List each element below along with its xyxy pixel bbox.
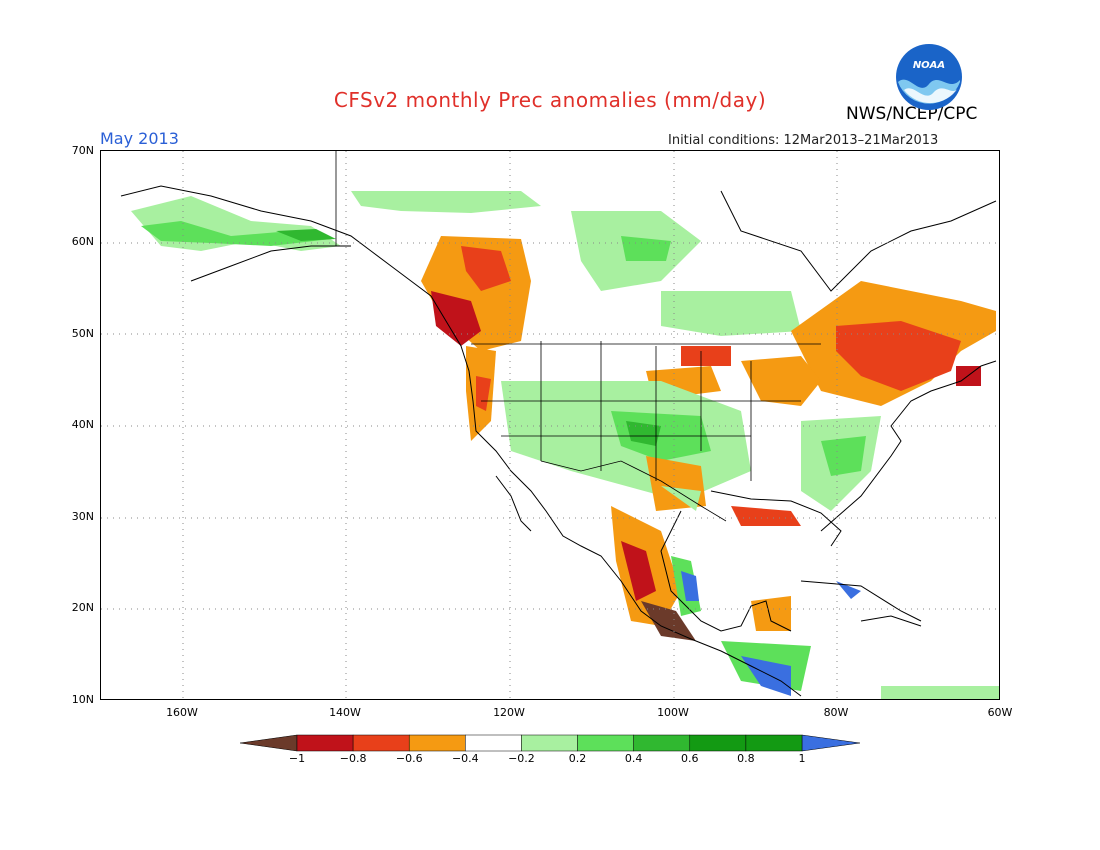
lat-label: 50N [71,327,94,340]
lat-label: 70N [71,144,94,157]
lon-label: 60W [987,706,1013,719]
northeast-dry [836,321,961,391]
colorbar-label: 0.6 [681,752,699,765]
colorbar-segment [465,734,522,752]
colorbar-segment [633,734,691,752]
colorbar-segment [352,734,410,752]
map-area [100,150,1000,700]
mexico-south-very-dry [641,601,696,641]
colorbar-label: 0.4 [624,752,643,765]
colorbar-label: 0.2 [568,752,587,765]
colorbar-segment [577,734,634,752]
colorbar [240,734,861,752]
lon-label: 80W [823,706,849,719]
map-svg [101,151,999,699]
colorbar-label: −1 [288,752,306,765]
agency-label: NWS/NCEP/CPC [846,104,978,124]
noaa-logo: NOAA [896,44,962,110]
lat-label: 10N [71,693,94,706]
coastlines [120,185,997,697]
forecast-month: May 2013 [100,129,179,148]
colorbar-segment [521,734,578,752]
colorbar-label: −0.6 [395,752,423,765]
northern-canada-wet [351,191,541,213]
lon-label: 160W [166,706,198,719]
lat-label: 20N [71,601,94,614]
lon-label: 100W [657,706,689,719]
colorbar-left-arrow [240,734,298,752]
colorbar-label: −0.2 [508,752,535,765]
colorbar-right-arrow [801,734,861,752]
colorbar-label: −0.8 [339,752,367,765]
colorbar-segment [689,734,747,752]
pacific-northwest-dry [431,291,481,346]
noaa-logo-text: NOAA [913,60,945,71]
colorbar-segment [296,734,354,752]
lat-label: 60N [71,235,94,248]
chart-title: CFSv2 monthly Prec anomalies (mm/day) [333,88,767,112]
initial-conditions: Initial conditions: 12Mar2013–21Mar2013 [668,133,939,148]
colorbar-label: 0.8 [737,752,755,765]
lat-label: 30N [71,510,94,523]
lon-label: 140W [329,706,361,719]
borders [335,151,821,522]
anomaly-patches [131,191,999,699]
colorbar-segment [745,734,803,752]
colorbar-segment [408,734,466,752]
graticule [101,151,999,699]
lon-label: 120W [493,706,525,719]
colorbar-label: −0.4 [451,752,479,765]
colorbar-label: 1 [798,752,806,765]
lat-label: 40N [71,418,94,431]
